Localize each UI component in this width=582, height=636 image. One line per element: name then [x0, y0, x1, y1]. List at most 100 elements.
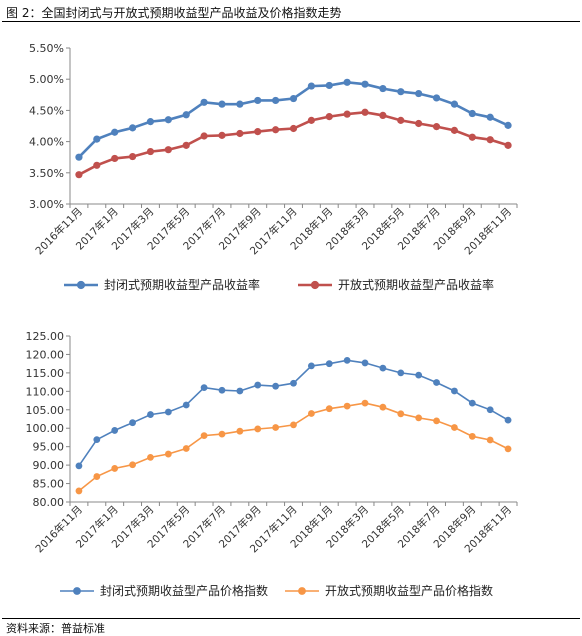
- y-tick-label: 110.00: [26, 385, 65, 398]
- data-point: [343, 402, 351, 410]
- data-point: [218, 100, 226, 108]
- data-point: [218, 131, 226, 139]
- y-tick-label: 4.50%: [29, 104, 64, 117]
- data-point: [200, 132, 208, 140]
- data-point: [111, 427, 119, 434]
- x-tick-label: 2016年11月: [33, 205, 85, 257]
- y-tick-label: 5.50%: [29, 42, 64, 55]
- y-tick-label: 4.00%: [29, 136, 64, 149]
- data-point: [147, 411, 154, 418]
- source-note: 资料来源：普益标准: [6, 622, 105, 635]
- data-point: [468, 432, 476, 440]
- data-point: [504, 445, 512, 453]
- data-point: [129, 419, 136, 427]
- data-point: [433, 379, 440, 386]
- data-point: [254, 381, 262, 389]
- data-point: [325, 113, 333, 121]
- y-tick-label: 3.00%: [29, 198, 64, 211]
- legend-swatch-marker: [298, 587, 306, 595]
- y-tick-label: 5.00%: [29, 73, 64, 86]
- legend-swatch-marker: [73, 587, 81, 595]
- data-point: [415, 89, 423, 98]
- data-point: [182, 141, 190, 149]
- data-point: [254, 425, 262, 433]
- data-point: [75, 153, 83, 161]
- data-point: [111, 154, 119, 163]
- data-point: [325, 405, 333, 413]
- data-point: [93, 473, 101, 480]
- data-point: [272, 126, 280, 134]
- data-point: [451, 424, 458, 431]
- data-point: [433, 417, 440, 425]
- data-point: [343, 78, 351, 86]
- y-tick-label: 90.00: [33, 459, 65, 472]
- data-point: [486, 136, 494, 144]
- data-point: [379, 111, 387, 119]
- data-point: [361, 80, 369, 88]
- data-point: [307, 362, 315, 370]
- data-point: [236, 100, 244, 108]
- y-tick-label: 95.00: [33, 441, 65, 454]
- data-point: [415, 414, 423, 422]
- source-divider: [2, 618, 580, 619]
- data-point: [361, 108, 369, 116]
- y-tick-label: 85.00: [33, 478, 65, 491]
- legend-swatch-marker: [310, 280, 320, 290]
- y-tick-label: 115.00: [26, 367, 65, 380]
- data-point: [307, 410, 315, 417]
- data-point: [361, 399, 369, 407]
- data-point: [164, 116, 172, 124]
- data-point: [468, 399, 476, 407]
- data-point: [93, 161, 101, 169]
- data-point: [128, 124, 137, 132]
- data-point: [289, 124, 298, 133]
- data-point: [236, 427, 244, 435]
- data-point: [272, 424, 280, 431]
- data-point: [325, 81, 333, 90]
- data-point: [182, 401, 190, 409]
- data-point: [468, 109, 476, 118]
- data-point: [504, 141, 512, 149]
- data-point: [164, 146, 172, 154]
- data-point: [415, 119, 423, 128]
- series-line: [78, 402, 509, 492]
- data-point: [111, 128, 119, 136]
- data-point: [379, 403, 387, 411]
- data-point: [93, 135, 101, 143]
- data-point: [128, 152, 137, 161]
- data-point: [397, 369, 405, 377]
- data-point: [379, 364, 387, 372]
- legend-label: 开放式预期收益型产品收益率: [338, 277, 494, 292]
- data-point: [397, 88, 405, 96]
- y-tick-label: 80.00: [33, 496, 65, 509]
- data-point: [451, 387, 458, 395]
- data-point: [450, 126, 459, 134]
- y-tick-label: 125.00: [26, 330, 65, 343]
- data-point: [218, 386, 226, 394]
- x-tick-label: 2016年11月: [33, 503, 85, 555]
- data-point: [182, 111, 190, 119]
- data-point: [289, 94, 298, 103]
- price-index-line-chart: 80.00 85.00 90.00 95.00 100.00 105.00 110.00 11…: [26, 330, 518, 598]
- yield-line-chart: 3.00%3.50%4.00%4.50%5.00%5.50%2016年11月20…: [29, 42, 518, 292]
- data-point: [146, 147, 155, 156]
- data-point: [504, 416, 512, 424]
- data-point: [486, 406, 494, 414]
- data-point: [432, 94, 441, 102]
- data-point: [129, 461, 136, 469]
- data-point: [397, 116, 405, 124]
- data-point: [200, 432, 208, 439]
- data-point: [397, 410, 405, 418]
- data-point: [75, 462, 83, 470]
- series-line: [77, 80, 509, 159]
- data-point: [290, 379, 297, 387]
- figure-title: 图 2：全国封闭式与开放式预期收益型产品收益及价格指数走势: [6, 6, 342, 20]
- series-line: [78, 110, 509, 176]
- legend-label: 开放式预期收益型产品价格指数: [325, 583, 493, 598]
- data-point: [468, 133, 476, 141]
- data-point: [379, 84, 387, 93]
- data-point: [486, 113, 494, 121]
- title-divider: [2, 21, 580, 22]
- data-point: [200, 98, 208, 106]
- data-point: [147, 453, 154, 461]
